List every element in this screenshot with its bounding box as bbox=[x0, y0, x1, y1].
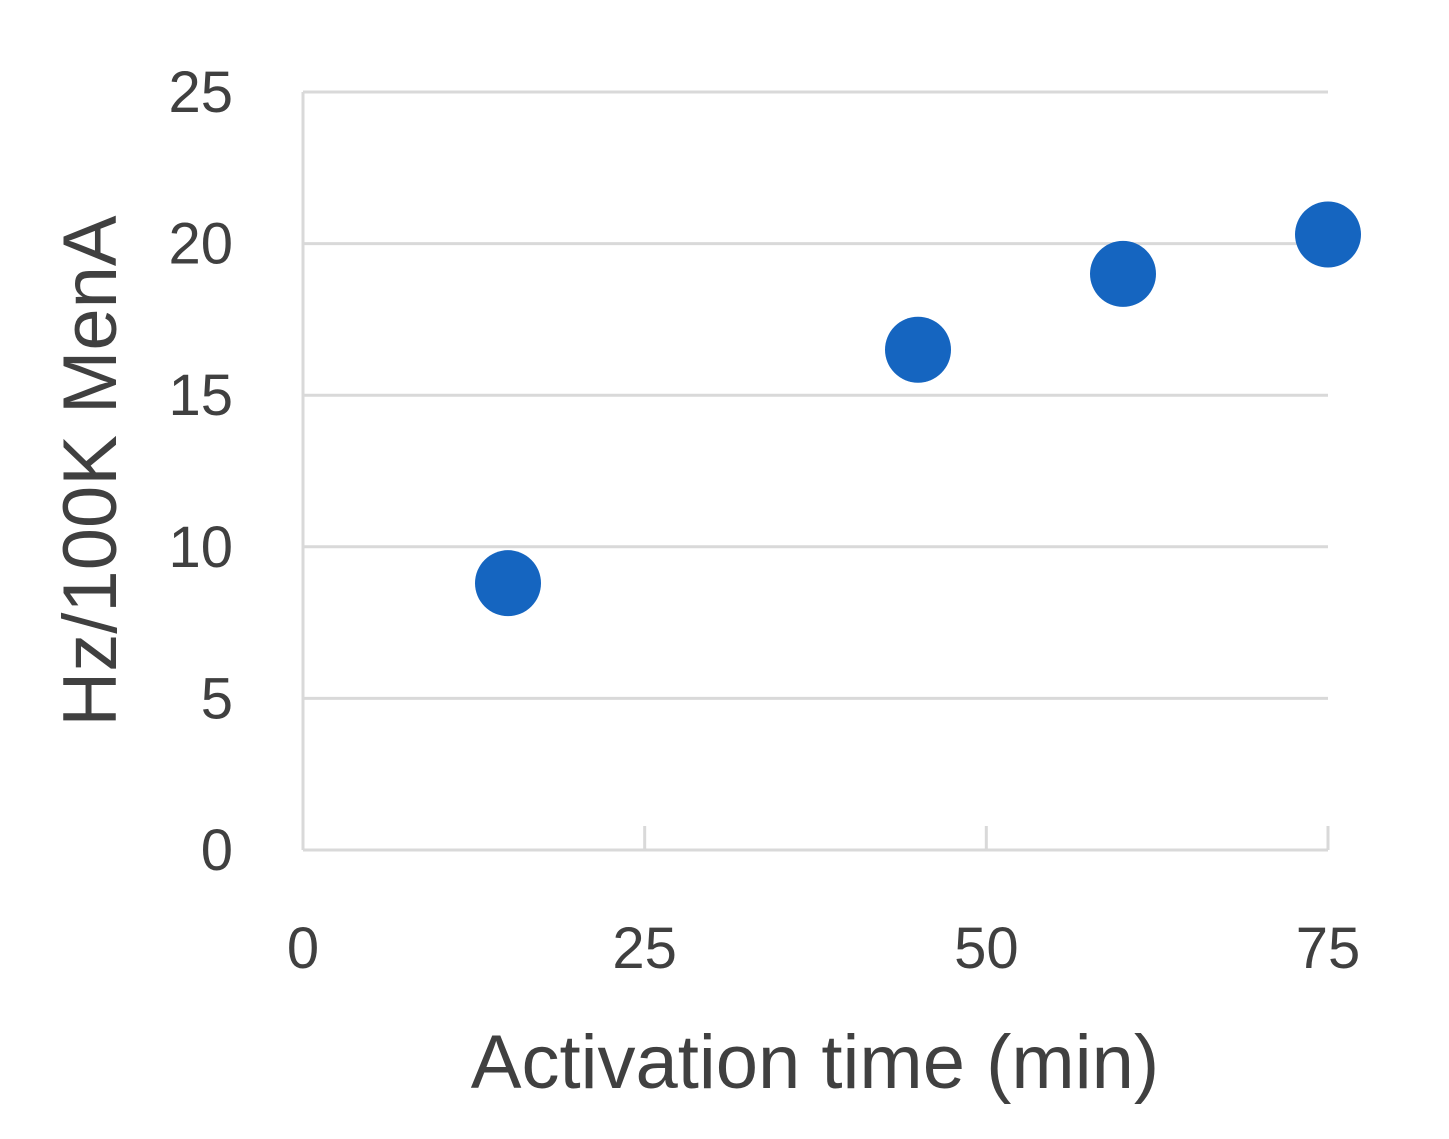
y-tick-label-5: 5 bbox=[201, 666, 233, 731]
y-tick-label-25: 25 bbox=[168, 60, 233, 125]
data-points bbox=[475, 201, 1361, 617]
data-point-3 bbox=[1090, 240, 1156, 307]
data-point-1 bbox=[475, 550, 541, 617]
y-axis-title: Hz/100K MenA bbox=[48, 215, 133, 726]
axes bbox=[301, 92, 1328, 852]
x-axis-title: Activation time (min) bbox=[471, 1020, 1159, 1105]
data-point-4 bbox=[1295, 201, 1361, 268]
y-tick-label-20: 20 bbox=[168, 212, 233, 277]
x-tick-label-0: 0 bbox=[287, 916, 319, 981]
gridlines bbox=[303, 90, 1328, 700]
data-point-2 bbox=[885, 316, 951, 383]
y-tick-label-10: 10 bbox=[168, 515, 233, 580]
y-axis-tick-labels: 0 5 10 15 20 25 bbox=[168, 60, 233, 883]
x-tick-label-75: 75 bbox=[1296, 916, 1361, 981]
x-tick-label-25: 25 bbox=[612, 916, 677, 981]
x-axis-tick-labels: 0 25 50 75 bbox=[287, 916, 1360, 981]
y-tick-label-0: 0 bbox=[201, 818, 233, 883]
y-tick-label-15: 15 bbox=[168, 363, 233, 428]
x-axis-ticks bbox=[643, 826, 1330, 850]
x-tick-label-50: 50 bbox=[954, 916, 1019, 981]
